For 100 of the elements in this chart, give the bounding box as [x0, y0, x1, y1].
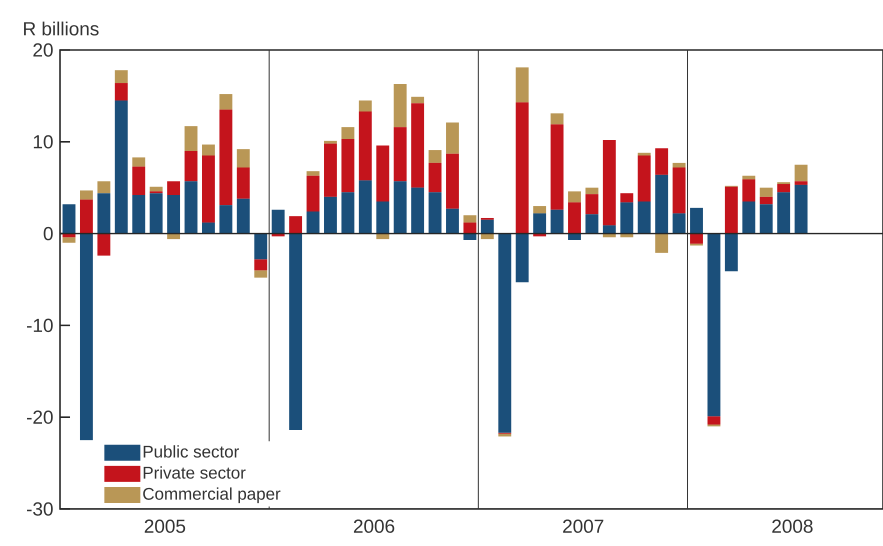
x-tick-label: 2007	[563, 519, 604, 533]
bar	[132, 166, 146, 196]
bar	[132, 157, 146, 167]
bar	[62, 204, 76, 234]
x-tick-label: 2006	[354, 519, 394, 533]
bar	[150, 193, 163, 234]
y-tick-label: -20	[26, 410, 53, 424]
y-tick-label: -30	[26, 502, 53, 516]
bar	[358, 100, 372, 112]
bar	[324, 144, 337, 197]
bar	[202, 222, 215, 234]
bar	[742, 179, 756, 202]
bar	[394, 181, 407, 234]
bar	[306, 212, 320, 234]
bar	[358, 180, 372, 234]
bar	[620, 193, 634, 202]
bar	[463, 215, 476, 223]
bar	[202, 144, 215, 156]
bar	[655, 148, 668, 175]
y-tick-label: 20	[33, 43, 53, 57]
bar	[376, 201, 390, 234]
bar	[428, 150, 442, 163]
bar	[114, 100, 128, 234]
bar	[411, 96, 424, 104]
bar	[760, 196, 773, 204]
bar	[794, 181, 808, 185]
bar	[236, 149, 250, 168]
bar	[638, 156, 651, 202]
bar	[655, 174, 668, 234]
bar	[446, 122, 459, 154]
bar	[80, 190, 93, 200]
bar	[97, 234, 110, 256]
bar	[114, 83, 128, 100]
bar	[394, 84, 407, 128]
bar	[533, 206, 546, 214]
bar	[707, 416, 720, 425]
bar	[446, 154, 459, 209]
bar	[97, 181, 110, 194]
bar	[794, 184, 808, 234]
bar	[777, 192, 790, 234]
bar	[254, 259, 268, 270]
bar	[655, 234, 668, 253]
bar	[132, 195, 146, 234]
legend-label: Private sector	[144, 466, 246, 479]
bar	[394, 127, 407, 182]
x-tick-label: 2008	[772, 519, 813, 533]
bar	[219, 94, 232, 110]
legend-label: Public sector	[144, 445, 239, 458]
bar	[411, 103, 424, 188]
bar	[236, 198, 250, 234]
bar	[585, 214, 598, 234]
bar	[184, 181, 198, 234]
bar	[80, 200, 93, 234]
bar	[289, 216, 302, 234]
bar	[219, 110, 232, 206]
y-tick-label: 0	[44, 226, 53, 240]
bar	[777, 184, 790, 192]
bar	[376, 145, 390, 202]
bar	[62, 237, 76, 243]
bar	[254, 234, 268, 260]
bar	[306, 171, 320, 176]
y-axis-title: R billions	[24, 22, 99, 36]
bar	[550, 113, 564, 124]
bar	[516, 234, 529, 282]
bar	[97, 193, 110, 234]
bar	[341, 139, 354, 192]
bar	[742, 176, 756, 180]
bar	[550, 124, 564, 210]
bar	[620, 202, 634, 234]
bar	[446, 208, 459, 234]
bar	[672, 213, 686, 234]
bar	[568, 202, 581, 234]
bar	[463, 222, 476, 234]
legend-label: Commercial paper	[143, 487, 280, 504]
bar	[306, 176, 320, 212]
bar	[184, 150, 198, 182]
bar	[760, 204, 773, 234]
bar	[324, 140, 337, 144]
bar	[114, 70, 128, 84]
bar	[236, 167, 250, 199]
bar	[184, 126, 198, 151]
bar	[167, 195, 180, 234]
bar	[167, 181, 180, 196]
bar	[585, 194, 598, 214]
bar	[516, 67, 529, 102]
bar	[672, 167, 686, 214]
bar	[498, 434, 512, 436]
bar	[428, 162, 442, 192]
bar	[794, 164, 808, 182]
y-tick-label: -10	[26, 318, 53, 332]
bar	[272, 210, 285, 234]
bar	[724, 186, 738, 234]
bar	[341, 192, 354, 234]
y-tick-label: 10	[34, 135, 53, 148]
bar	[254, 270, 268, 278]
bar	[324, 196, 337, 234]
bar	[690, 234, 703, 244]
bar	[724, 234, 738, 272]
bar	[289, 234, 302, 430]
bar	[341, 127, 354, 140]
